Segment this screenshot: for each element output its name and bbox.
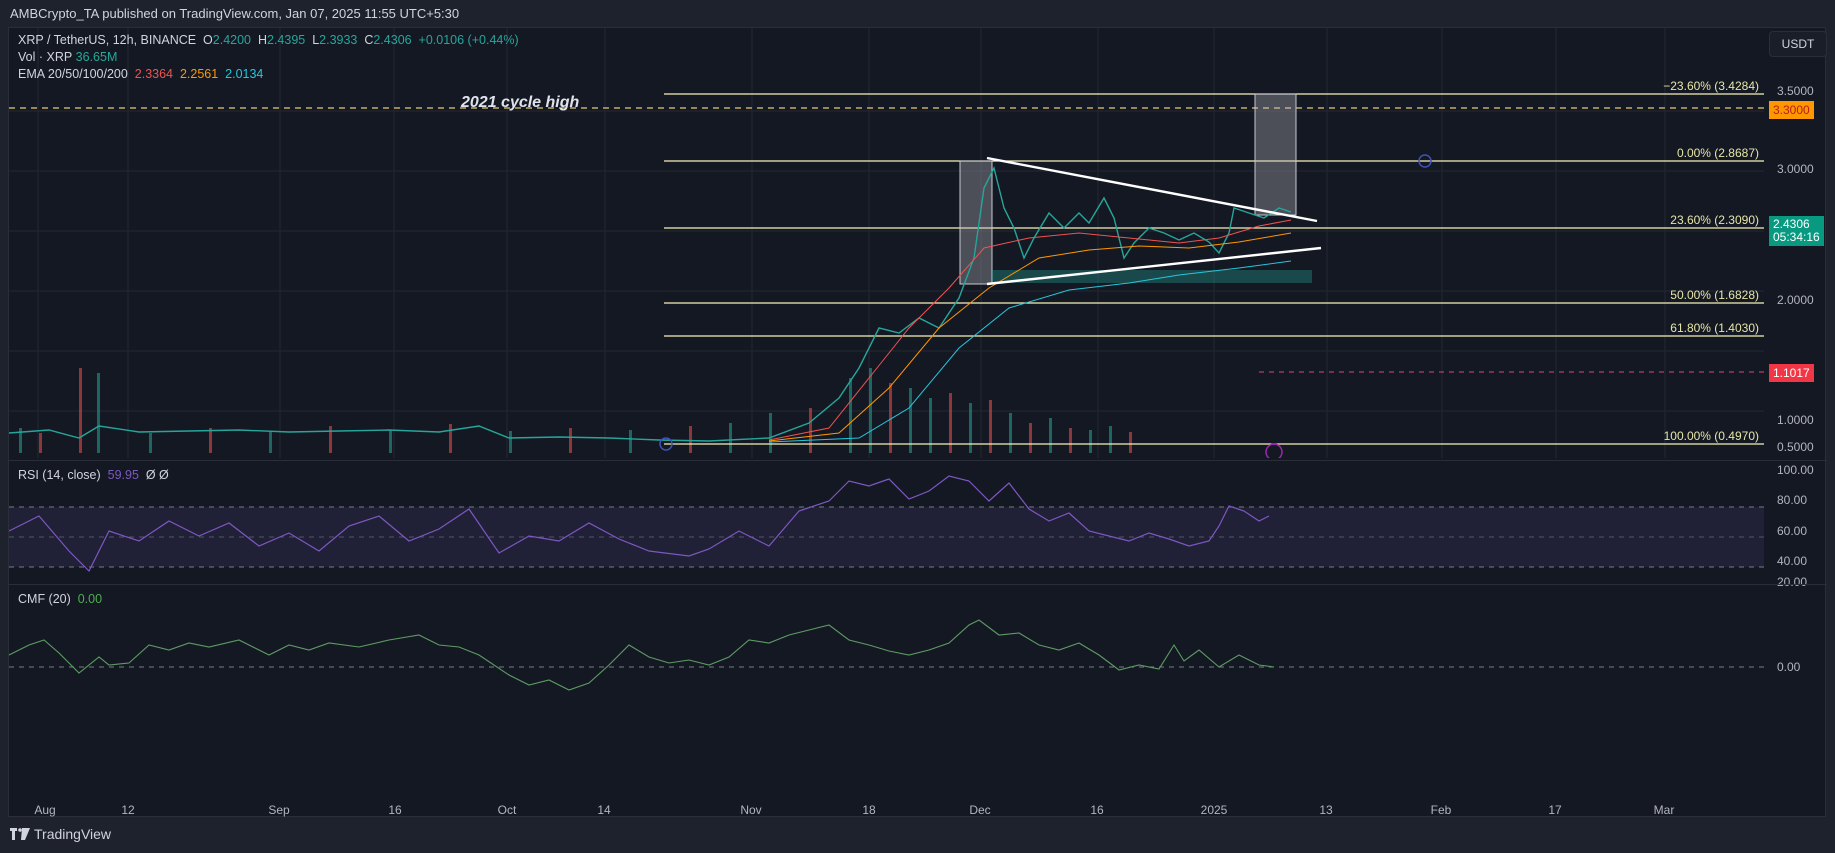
cmf-legend[interactable]: CMF (20) 0.00 — [18, 592, 103, 606]
x-label: Mar — [1653, 803, 1675, 817]
chart-frame: XRP / TetherUS, 12h, BINANCE O2.4200 H2.… — [8, 27, 1827, 817]
cycle-high-badge: 3.3000 — [1769, 101, 1814, 119]
ema-legend[interactable]: EMA 20/50/100/200 2.3364 2.2561 2.0134 — [18, 67, 264, 81]
last-price-badge: 2.4306 05:34:16 — [1769, 216, 1824, 246]
low-value: 2.3933 — [319, 33, 358, 47]
rsi-chart-svg — [9, 475, 1764, 573]
currency-button[interactable]: USDT — [1769, 31, 1827, 57]
price-chart-svg — [9, 28, 1764, 458]
rsi-pane[interactable]: RSI (14, close) 59.95 Ø Ø 100.00 80.00 6… — [9, 460, 1827, 589]
x-label: 17 — [1548, 803, 1562, 817]
tradingview-logo-icon — [10, 828, 30, 840]
cmf-value: 0.00 — [77, 592, 103, 606]
x-label: 13 — [1319, 803, 1333, 817]
price-pane[interactable]: XRP / TetherUS, 12h, BINANCE O2.4200 H2.… — [9, 28, 1827, 458]
symbol-name[interactable]: XRP / TetherUS, 12h, BINANCE — [18, 33, 197, 47]
x-label: 16 — [388, 803, 402, 817]
publisher-line: AMBCrypto_TA published on TradingView.co… — [10, 6, 460, 21]
fib-label-23: 23.60% (2.3090) — [1670, 213, 1759, 227]
change-value: +0.0106 (+0.44%) — [418, 33, 519, 47]
price-tick: 0.5000 — [1777, 440, 1814, 454]
cycle-high-annotation[interactable]: 2021 cycle high — [461, 94, 580, 111]
volume-legend[interactable]: Vol · XRP 36.65M — [18, 50, 118, 64]
x-label: 14 — [597, 803, 611, 817]
fib-label-100: 100.00% (0.4970) — [1663, 429, 1759, 443]
close-value: 2.4306 — [373, 33, 412, 47]
cmf-pane[interactable]: CMF (20) 0.00 0.00 — [9, 584, 1827, 706]
x-label: Oct — [497, 803, 517, 817]
fib-label-618: 61.80% (1.4030) — [1670, 321, 1759, 335]
price-tick: 1.0000 — [1777, 413, 1814, 427]
x-label: 12 — [121, 803, 135, 817]
fib-label-0: 0.00% (2.8687) — [1676, 146, 1759, 160]
cmf-chart-svg — [9, 619, 1764, 691]
rsi-legend[interactable]: RSI (14, close) 59.95 Ø Ø — [18, 468, 169, 482]
support-badge: 1.1017 — [1769, 364, 1814, 382]
price-tick: 3.0000 — [1777, 162, 1814, 176]
price-tick: 2.0000 — [1777, 293, 1814, 307]
x-label: Sep — [268, 803, 290, 817]
x-label: 2025 — [1200, 803, 1228, 817]
tradingview-brand[interactable]: TradingView — [10, 826, 111, 842]
symbol-legend: XRP / TetherUS, 12h, BINANCE O2.4200 H2.… — [18, 33, 519, 81]
x-label: 18 — [862, 803, 876, 817]
fib-label-50: 50.00% (1.6828) — [1670, 288, 1759, 302]
x-label: Feb — [1430, 803, 1452, 817]
price-tick: 3.5000 — [1777, 84, 1814, 98]
x-label: Aug — [34, 803, 56, 817]
bar-countdown: 05:34:16 — [1773, 230, 1820, 244]
x-label: Nov — [740, 803, 762, 817]
x-label: 16 — [1090, 803, 1104, 817]
rsi-value: 59.95 — [107, 468, 139, 482]
x-label: Dec — [969, 803, 991, 817]
high-value: 2.4395 — [267, 33, 306, 47]
open-value: 2.4200 — [212, 33, 252, 47]
fib-label-neg23: −23.60% (3.4284) — [1663, 79, 1759, 93]
